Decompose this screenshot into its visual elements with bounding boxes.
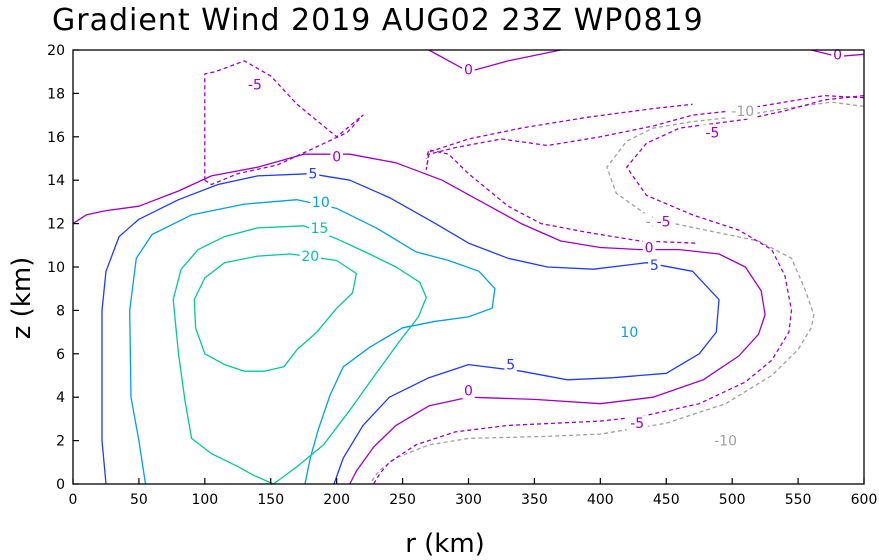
contour-label-neg5: -5	[705, 125, 719, 141]
contour-label-bg	[330, 148, 343, 165]
contour-line-20	[193, 253, 358, 372]
contour-label-15: 15	[311, 221, 329, 237]
contour-label-0: 0	[645, 240, 654, 256]
y-tick-label: 14	[47, 173, 65, 189]
x-axis-label: r (km)	[405, 529, 485, 559]
y-tick-label: 10	[47, 260, 65, 276]
x-tick-label: 50	[130, 492, 148, 508]
contour-label-bg	[701, 124, 723, 141]
contour-label-bg	[504, 356, 517, 373]
x-tick-label: 150	[257, 492, 284, 508]
contour-label-bg	[653, 213, 675, 230]
contour-label-bg	[710, 432, 741, 449]
x-tick-label: 100	[191, 492, 218, 508]
contour-line-neg10	[369, 101, 865, 485]
contour-label-bg	[306, 165, 320, 182]
contour-label-bg	[648, 256, 661, 273]
contour-line-0	[72, 153, 766, 485]
y-tick-label: 6	[56, 347, 65, 363]
contour-line-0	[428, 49, 561, 73]
contour-label-10: 10	[620, 325, 638, 341]
contour-line-5	[101, 173, 720, 485]
contour-label-10: 10	[312, 195, 330, 211]
contour-label-bg	[244, 76, 266, 93]
x-tick-label: 0	[69, 492, 78, 508]
contour-label-0: 0	[833, 47, 842, 63]
x-tick-label: 200	[323, 492, 350, 508]
x-tick-label: 550	[785, 492, 812, 508]
x-tick-label: 600	[851, 492, 878, 508]
y-axis-label: z (km)	[7, 257, 37, 340]
contour-label-0: 0	[332, 149, 341, 165]
contour-label-bg	[727, 102, 758, 119]
contour-line-15	[172, 225, 427, 485]
y-tick-label: 2	[56, 434, 65, 450]
contour-label-neg10: -10	[714, 434, 737, 450]
contour-label-neg10: -10	[731, 104, 754, 120]
y-tick-label: 16	[47, 130, 65, 146]
contour-label-bg	[309, 219, 331, 236]
contour-label-5: 5	[308, 167, 317, 183]
x-tick-label: 500	[719, 492, 746, 508]
y-tick-label: 12	[47, 217, 65, 233]
contour-label-neg5: -5	[630, 416, 644, 432]
contour-label-bg	[462, 382, 475, 399]
x-tick-label: 400	[587, 492, 614, 508]
contour-lines	[72, 49, 865, 485]
contour-label-bg	[299, 248, 321, 265]
contour-label-bg	[462, 61, 475, 78]
contour-label-neg5: -5	[248, 78, 262, 94]
contour-label-neg5: -5	[657, 214, 671, 230]
contour-label-bg	[626, 415, 648, 432]
contour-label-5: 5	[650, 258, 659, 274]
contour-line-10	[129, 199, 496, 485]
x-tick-label: 250	[389, 492, 416, 508]
contour-line-neg5	[425, 94, 865, 171]
y-tick-label: 18	[47, 86, 65, 102]
contour-label-bg	[618, 324, 640, 341]
y-tick-label: 4	[56, 390, 65, 406]
y-axis-ticks: 0 2 4 6 8 10 12 14 16 18 20	[47, 43, 79, 493]
x-tick-label: 300	[455, 492, 482, 508]
contour-label-bg	[642, 239, 656, 256]
contour-line-neg5	[204, 60, 364, 186]
contour-label-0: 0	[464, 63, 473, 79]
y-tick-label: 8	[56, 303, 65, 319]
x-tick-label: 350	[521, 492, 548, 508]
contour-line-neg5	[425, 149, 696, 244]
chart-title: Gradient Wind 2019 AUG02 23Z WP0819	[52, 3, 704, 38]
x-tick-label: 450	[653, 492, 680, 508]
contour-line-neg5	[373, 94, 865, 485]
contour-label-5: 5	[506, 358, 515, 374]
contour-label-0: 0	[464, 384, 473, 400]
x-axis-ticks: 0 50 100 150 200 250 300 350 400 450 500 550 600	[69, 478, 878, 508]
y-tick-label: 0	[56, 477, 65, 493]
y-tick-label: 20	[47, 43, 65, 59]
contour-label-bg	[310, 193, 332, 210]
contour-label-20: 20	[301, 249, 319, 265]
